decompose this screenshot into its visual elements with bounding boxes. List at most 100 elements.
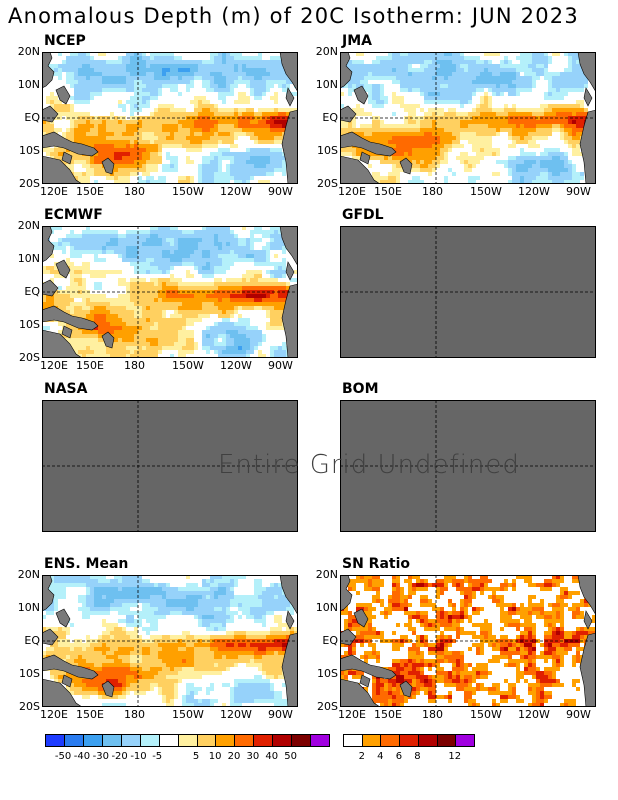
colorbar-label: -40 [73,751,91,762]
lon-tick-label: 150W [470,708,502,721]
panel-ens-mean: ENS. Mean 20N 10N EQ 10S 20S 120E 150E 180 150W 12… [18,557,342,733]
map-area [340,400,596,532]
landmass [279,52,298,93]
panel-label: BOM [342,381,379,397]
map-frame [340,226,596,358]
panel-label: SN Ratio [342,556,411,572]
colorbar-swatch [254,735,274,746]
lon-tick-label: 150E [76,708,104,721]
lat-tick-label: 20S [317,177,338,190]
landmass [579,109,596,184]
colorbar-swatch [292,735,312,746]
lat-tick-label: 10N [17,78,40,91]
lon-tick-label: 90W [268,359,293,372]
landmass [42,305,99,331]
lon-tick-label: 120W [518,708,550,721]
lon-tick-label: 180 [422,708,443,721]
panel-label: ECMWF [44,207,103,223]
lon-tick-label: 180 [124,185,145,198]
lon-tick-label: 180 [124,708,145,721]
map-frame [42,575,298,707]
lat-tick-label: EQ [24,285,40,298]
panel-gfdl: GFDL [340,208,618,384]
panel-label: NASA [44,381,88,397]
colorbar-label: 12 [448,751,462,762]
lon-tick-label: 120W [220,359,252,372]
panel-bom: BOM [340,382,618,558]
landmass [42,678,83,707]
lat-tick-label: 10N [17,252,40,265]
lat-tick-label: 20N [17,568,40,581]
colorbar-swatch [235,735,255,746]
landmass [61,151,73,165]
lat-tick-label: 20N [17,219,40,232]
lat-tick-label: 10S [317,144,338,157]
colorbar-swatch [64,735,84,746]
lon-tick-label: 150W [172,359,204,372]
colorbar-label: 6 [395,751,403,762]
landmass [340,52,353,89]
colorbar-label: 40 [265,751,279,762]
colorbar-label: -10 [130,751,147,762]
map-area [42,400,298,532]
figure-title: Anomalous Depth (m) of 20C Isotherm: JUN… [8,4,579,28]
lon-tick-label: 90W [566,708,591,721]
lon-tick-label: 150W [172,185,204,198]
map-area [42,52,298,184]
map-area [42,226,298,358]
panel-label: ENS. Mean [44,556,129,572]
map-frame [42,226,298,358]
lon-tick-label: 120W [220,708,252,721]
landmass [583,87,593,107]
landmass [353,608,369,628]
lat-tick-label: 10N [17,601,40,614]
landmass [579,632,596,707]
lon-tick-label: 120E [40,359,68,372]
lat-tick-label: 20S [19,351,40,364]
map-frame [340,400,596,532]
landmass [340,575,353,612]
colorbar-swatch [400,735,419,746]
colorbar-swatch [178,735,198,746]
colorbar-label: 8 [414,751,421,762]
lat-tick-label: 20N [315,45,338,58]
lon-tick-label: 150E [76,359,104,372]
landmass [279,226,298,267]
map-frame [340,52,596,184]
colorbar-swatch [418,735,438,746]
colorbar-swatch [381,735,401,746]
landmass [101,680,115,698]
lon-tick-label: 150W [470,185,502,198]
lon-tick-label: 180 [124,359,145,372]
landmass [353,85,369,105]
colorbar-label: 10 [208,751,222,762]
colorbar-label: -50 [54,751,72,762]
landmass [42,155,83,184]
map-area [340,575,596,707]
colorbar-swatch [362,735,382,746]
lon-tick-label: 120E [40,708,68,721]
landmass [101,331,115,349]
landmass [279,575,298,616]
colorbar-label: 20 [227,751,241,762]
lat-tick-label: 20N [17,45,40,58]
landmass [340,155,381,184]
colorbar-label: 50 [284,751,297,762]
landmass [359,151,371,165]
landmass [42,226,55,263]
map-area [340,52,596,184]
lon-tick-label: 120E [338,708,366,721]
landmass [42,52,55,89]
lat-tick-label: EQ [24,111,40,124]
colorbar-label: 2 [358,751,365,762]
landmass [101,157,115,175]
lat-tick-label: 10S [317,667,338,680]
snr-colorbar [343,734,475,747]
lat-tick-label: 20S [19,700,40,713]
panel-nasa: NASA [42,382,342,558]
landmass [399,157,413,175]
colorbar-swatch [140,735,160,746]
lat-tick-label: EQ [24,634,40,647]
colorbar-label: 5 [192,751,200,762]
lat-tick-label: 20S [317,700,338,713]
